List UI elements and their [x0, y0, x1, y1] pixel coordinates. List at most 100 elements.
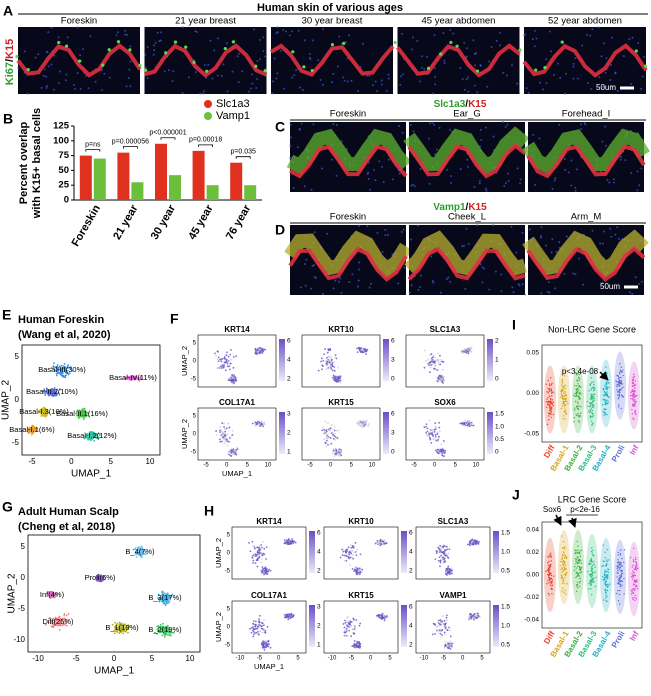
cell — [439, 629, 441, 631]
cell — [252, 554, 254, 556]
cell — [604, 412, 605, 413]
cell — [362, 348, 364, 350]
cell — [258, 350, 260, 352]
cell — [384, 620, 386, 622]
cell — [437, 452, 439, 454]
nucleus — [414, 185, 416, 187]
cell — [359, 572, 361, 574]
color-bar-label: 2 — [317, 623, 321, 630]
cell — [588, 390, 589, 391]
cell — [429, 364, 431, 366]
cell — [632, 399, 633, 400]
cell — [632, 395, 633, 396]
nucleus — [493, 135, 495, 137]
cell — [619, 390, 620, 391]
cell — [262, 554, 264, 556]
cell — [445, 571, 447, 573]
nucleus — [27, 93, 29, 95]
cell — [579, 392, 580, 393]
cell — [366, 420, 368, 422]
cell — [263, 624, 265, 626]
cell — [222, 358, 224, 360]
x-tick-label: 5 — [296, 656, 300, 662]
nucleus — [522, 232, 524, 234]
cell — [438, 436, 440, 438]
nucleus — [293, 74, 295, 76]
cell — [426, 423, 428, 425]
nucleus — [357, 90, 359, 92]
nucleus — [304, 185, 306, 187]
cell — [434, 431, 436, 433]
cell — [347, 553, 349, 555]
y-tick-label: 125 — [53, 121, 70, 132]
nucleus — [558, 241, 560, 243]
nucleus — [432, 280, 434, 282]
cell — [565, 418, 566, 419]
micrograph — [271, 27, 393, 94]
nucleus — [315, 277, 317, 279]
cell — [254, 553, 256, 555]
cell — [548, 577, 549, 578]
cell — [335, 436, 337, 438]
nucleus — [605, 145, 607, 147]
panel-title: (Wang et al, 2020) — [18, 329, 111, 341]
nucleus — [481, 281, 483, 283]
bar — [80, 156, 92, 200]
cell — [580, 386, 581, 387]
panel-label: A — [3, 3, 13, 19]
cell — [549, 396, 550, 397]
cell — [333, 361, 335, 363]
nucleus — [348, 281, 350, 283]
nucleus — [259, 39, 261, 41]
cell — [444, 644, 446, 646]
nucleus — [399, 173, 401, 175]
cell — [618, 404, 619, 405]
cell — [565, 404, 566, 405]
cell — [592, 401, 593, 402]
p-value: p<3.4e-08 — [562, 367, 599, 376]
color-bar — [493, 531, 499, 573]
signal — [174, 41, 177, 44]
nucleus — [358, 225, 360, 227]
cell — [591, 547, 592, 548]
cell — [65, 374, 67, 376]
cell — [234, 450, 236, 452]
cell — [424, 350, 426, 352]
x-tick-label: 10 — [186, 654, 195, 663]
cluster-label: Diff(25%) — [42, 617, 74, 626]
color-bar-label: 0 — [391, 376, 395, 383]
cell — [632, 405, 633, 406]
cell — [447, 647, 449, 649]
cell — [633, 391, 634, 392]
y-axis-label: UMAP_2 — [7, 573, 18, 613]
cell — [564, 405, 565, 406]
nucleus — [505, 182, 507, 184]
cell — [335, 354, 337, 356]
nucleus — [309, 57, 311, 59]
nucleus — [604, 126, 606, 128]
cell — [233, 367, 235, 369]
nucleus — [486, 86, 488, 88]
cell — [621, 388, 622, 389]
color-bar-label: 6 — [317, 530, 321, 537]
cell — [564, 385, 565, 386]
cell — [253, 631, 255, 633]
cell — [359, 622, 361, 624]
cell — [470, 349, 472, 351]
cell — [563, 393, 564, 394]
cell — [551, 383, 552, 384]
cell — [577, 401, 578, 402]
panel-label: E — [2, 307, 11, 323]
nucleus — [606, 179, 608, 181]
nucleus — [564, 93, 566, 95]
cell — [606, 391, 607, 392]
panel-label: D — [275, 222, 285, 238]
cell — [432, 634, 434, 636]
cell — [334, 380, 336, 382]
scale-bar — [624, 286, 638, 289]
cell — [589, 412, 590, 413]
nucleus — [259, 58, 261, 60]
color-bar-label: 4 — [317, 549, 321, 556]
x-tick-label: 5 — [246, 463, 250, 469]
signal — [184, 46, 187, 49]
